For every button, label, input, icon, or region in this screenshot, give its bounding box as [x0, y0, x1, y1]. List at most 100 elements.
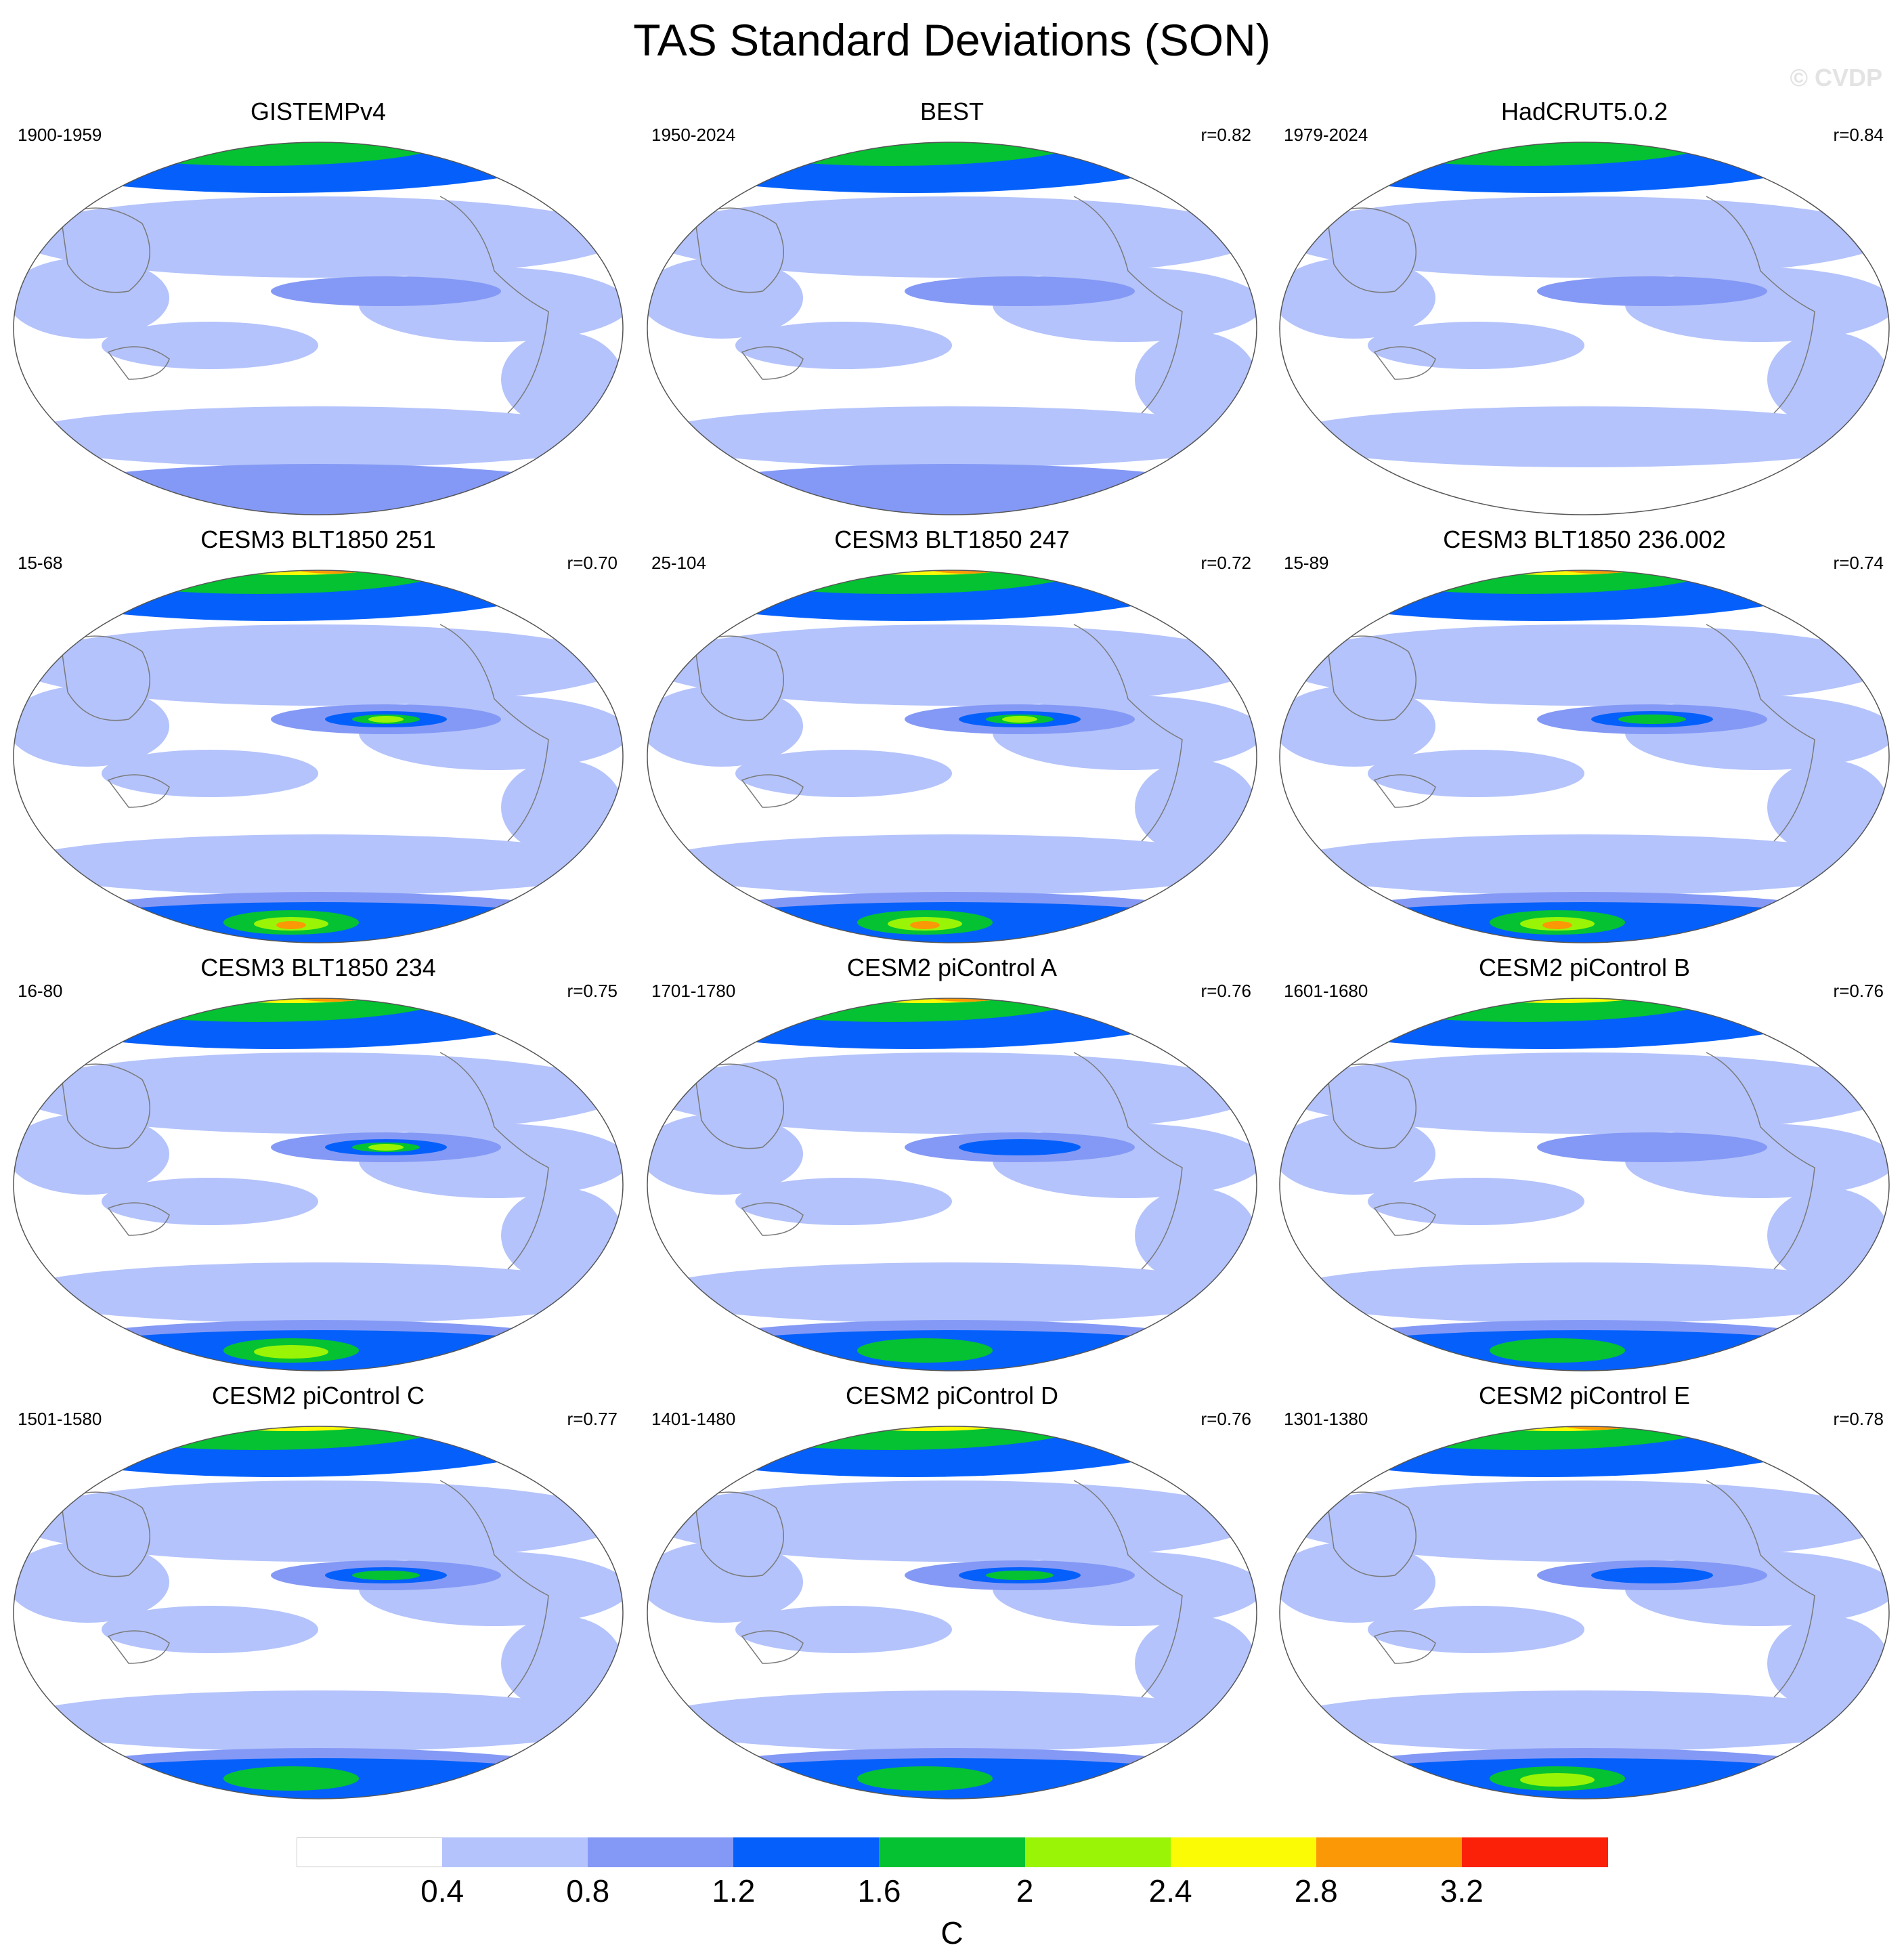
nh-midlat-band	[14, 1480, 623, 1562]
coastline-australia	[107, 346, 170, 380]
map-border	[647, 1426, 1257, 1799]
panel-period: 1979-2024	[1284, 125, 1368, 145]
map-panel: HadCRUT5.0.2 1979-2024 r=0.84	[1273, 95, 1896, 515]
colorbar-box	[1170, 1837, 1317, 1867]
enso-peak	[1618, 715, 1686, 724]
panel-pattern-correlation: r=0.74	[1833, 553, 1884, 573]
panel-pattern-correlation: r=0.70	[567, 553, 618, 573]
robinson-map	[1279, 998, 1890, 1371]
south-atlantic-region	[1135, 1616, 1257, 1711]
south-pacific-band	[735, 322, 952, 369]
south-atlantic-region	[1767, 1188, 1889, 1283]
panel-title: CESM3 BLT1850 234	[200, 954, 436, 981]
coastline-australia	[741, 1630, 804, 1664]
panel-period: 1301-1380	[1284, 1409, 1368, 1429]
southern-ocean-band	[647, 406, 1257, 467]
colorbar-box	[1316, 1837, 1463, 1867]
coastline-asia	[60, 635, 150, 721]
indian-ocean-region	[1280, 1541, 1435, 1623]
antarctic-max	[910, 921, 940, 929]
map-border	[13, 570, 624, 943]
enso-max	[368, 1144, 404, 1151]
south-atlantic-region	[501, 1616, 623, 1711]
map-border	[13, 998, 624, 1371]
colorbar-box	[297, 1837, 443, 1867]
nh-midlat-band	[647, 1480, 1257, 1562]
coastline-australia	[1373, 346, 1436, 380]
indian-ocean-region	[14, 1541, 169, 1623]
enso-tongue	[905, 276, 1135, 306]
south-pacific-band	[102, 1178, 318, 1225]
robinson-map	[647, 1426, 1257, 1799]
indian-ocean-region	[1280, 685, 1435, 767]
map-border	[1279, 142, 1890, 515]
enso-max	[368, 716, 404, 723]
panel-period: 15-89	[1284, 553, 1329, 573]
enso-tongue	[1537, 1132, 1767, 1162]
robinson-map	[647, 998, 1257, 1371]
panel-title: CESM2 piControl B	[1478, 954, 1691, 981]
south-pacific-band	[735, 1606, 952, 1653]
antarctic-band	[14, 464, 623, 515]
map-panel: CESM3 BLT1850 236.002 15-89 r=0.74	[1273, 523, 1896, 943]
southern-ocean-band	[647, 1262, 1257, 1323]
panel-pattern-correlation: r=0.77	[567, 1409, 618, 1429]
south-atlantic-region	[1767, 1616, 1889, 1711]
colorbar-tick: 1.2	[712, 1873, 756, 1909]
south-atlantic-region	[501, 760, 623, 855]
south-atlantic-region	[501, 332, 623, 427]
southern-ocean-band	[647, 1690, 1257, 1751]
colorbar-box	[588, 1837, 735, 1867]
southern-ocean-band	[647, 834, 1257, 895]
panel-pattern-correlation: r=0.78	[1833, 1409, 1884, 1429]
panel-pattern-correlation: r=0.72	[1200, 553, 1251, 573]
enso-core	[1591, 1567, 1713, 1583]
map-panel: CESM2 piControl D 1401-1480 r=0.76	[641, 1379, 1263, 1799]
nh-midlat-band	[1280, 1052, 1889, 1134]
robinson-map	[1279, 142, 1890, 515]
southern-ocean-band	[14, 834, 623, 895]
antarctic-green	[857, 1766, 993, 1791]
south-pacific-band	[1368, 1606, 1584, 1653]
indian-ocean-region	[647, 257, 803, 339]
coastline-australia	[1373, 774, 1436, 808]
coastline-americas	[439, 1052, 549, 1270]
antarctic-band	[647, 464, 1257, 515]
antarctic-peak	[254, 1345, 328, 1359]
panel-period: 1900-1959	[18, 125, 102, 145]
panel-title: CESM2 piControl C	[211, 1382, 425, 1409]
colorbar-tick: 2	[1016, 1873, 1034, 1909]
south-pacific-band	[102, 322, 318, 369]
robinson-map	[647, 570, 1257, 943]
panel-title: CESM3 BLT1850 236.002	[1443, 526, 1726, 553]
coastline-asia	[1326, 1491, 1416, 1577]
map-panel: CESM2 piControl E 1301-1380 r=0.78	[1273, 1379, 1896, 1799]
nh-midlat-band	[1280, 196, 1889, 278]
map-panel: CESM2 piControl C 1501-1580 r=0.77	[7, 1379, 630, 1799]
panel-pattern-correlation: r=0.76	[1833, 981, 1884, 1001]
enso-max	[1002, 716, 1037, 723]
coastline-americas	[1073, 1480, 1183, 1698]
south-pacific-band	[1368, 1178, 1584, 1225]
south-atlantic-region	[1135, 760, 1257, 855]
panel-pattern-correlation: r=0.82	[1200, 125, 1251, 145]
panel-title: CESM3 BLT1850 247	[834, 526, 1070, 553]
coastline-australia	[741, 346, 804, 380]
indian-ocean-region	[647, 685, 803, 767]
panel-title: GISTEMPv4	[250, 98, 387, 125]
southern-ocean-band	[1280, 834, 1889, 895]
map-panel: BEST 1950-2024 r=0.82	[641, 95, 1263, 515]
colorbar-box	[1461, 1837, 1608, 1867]
nh-midlat-band	[14, 624, 623, 706]
map-border	[13, 1426, 624, 1799]
south-pacific-band	[102, 750, 318, 797]
panel-title: HadCRUT5.0.2	[1500, 98, 1668, 125]
indian-ocean-region	[647, 1113, 803, 1195]
map-panel: CESM2 piControl A 1701-1780 r=0.76	[641, 951, 1263, 1371]
antarctic-peak	[1520, 1773, 1595, 1787]
coastline-asia	[1326, 207, 1416, 293]
coastline-americas	[1073, 1052, 1183, 1270]
panel-period: 1501-1580	[18, 1409, 102, 1429]
panel-period: 1701-1780	[651, 981, 736, 1001]
robinson-map	[13, 998, 624, 1371]
